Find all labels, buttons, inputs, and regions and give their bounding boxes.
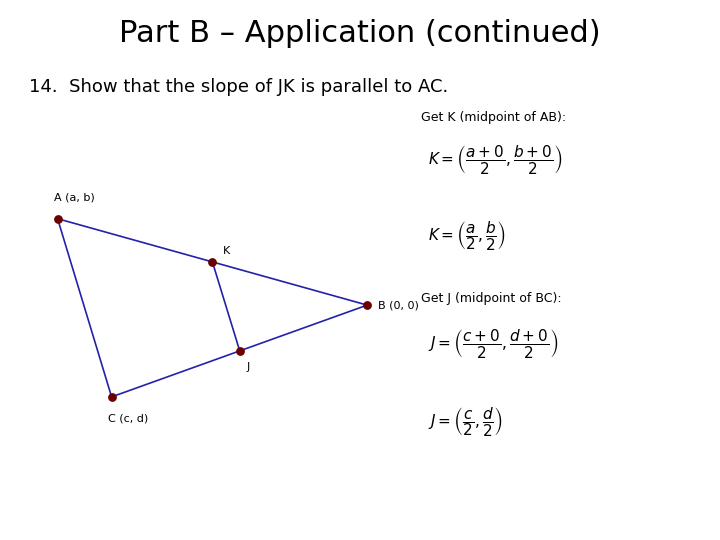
Text: $K = \left(\dfrac{a}{2},\dfrac{b}{2}\right)$: $K = \left(\dfrac{a}{2},\dfrac{b}{2}\rig… — [428, 219, 506, 252]
Text: 14.  Show that the slope of JK is parallel to AC.: 14. Show that the slope of JK is paralle… — [29, 78, 448, 96]
Text: C (c, d): C (c, d) — [108, 413, 148, 423]
Text: $J = \left(\dfrac{c+0}{2},\dfrac{d+0}{2}\right)$: $J = \left(\dfrac{c+0}{2},\dfrac{d+0}{2}… — [428, 327, 559, 360]
Point — [361, 301, 373, 309]
Text: $K = \left(\dfrac{a+0}{2},\dfrac{b+0}{2}\right)$: $K = \left(\dfrac{a+0}{2},\dfrac{b+0}{2}… — [428, 143, 563, 176]
Text: Get K (midpoint of AB):: Get K (midpoint of AB): — [421, 111, 567, 124]
Text: B (0, 0): B (0, 0) — [378, 300, 419, 310]
Text: A (a, b): A (a, b) — [54, 192, 95, 202]
Text: J: J — [247, 362, 251, 372]
Text: K: K — [223, 246, 230, 256]
Point — [234, 347, 246, 355]
Point — [106, 393, 117, 401]
Point — [52, 214, 63, 223]
Text: Get J (midpoint of BC):: Get J (midpoint of BC): — [421, 292, 562, 305]
Point — [207, 258, 218, 266]
Text: $J = \left(\dfrac{c}{2},\dfrac{d}{2}\right)$: $J = \left(\dfrac{c}{2},\dfrac{d}{2}\rig… — [428, 405, 503, 438]
Text: Part B – Application (continued): Part B – Application (continued) — [120, 19, 600, 48]
